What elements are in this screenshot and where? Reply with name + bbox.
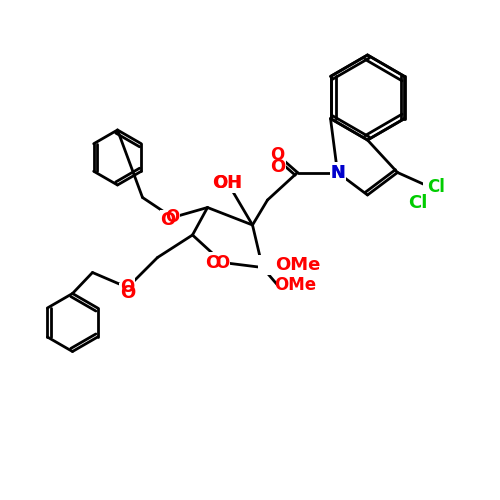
Text: O: O [270, 146, 284, 164]
Text: O: O [270, 158, 285, 176]
FancyBboxPatch shape [160, 210, 176, 230]
Text: O: O [205, 254, 220, 272]
Text: O: O [166, 208, 179, 226]
Text: N: N [330, 164, 344, 182]
FancyBboxPatch shape [258, 255, 292, 275]
FancyBboxPatch shape [165, 208, 180, 228]
Text: Cl: Cl [427, 178, 445, 196]
Text: O: O [120, 284, 135, 302]
FancyBboxPatch shape [215, 172, 240, 193]
Text: O: O [216, 254, 230, 272]
FancyBboxPatch shape [270, 158, 285, 178]
Text: OMe: OMe [275, 256, 320, 274]
FancyBboxPatch shape [120, 282, 136, 302]
Text: OMe: OMe [274, 276, 316, 294]
Text: Cl: Cl [408, 194, 427, 212]
Text: O: O [120, 278, 134, 296]
FancyBboxPatch shape [270, 145, 285, 165]
FancyBboxPatch shape [424, 178, 448, 198]
FancyBboxPatch shape [278, 275, 312, 295]
Text: OH: OH [212, 174, 242, 192]
FancyBboxPatch shape [330, 162, 345, 182]
Text: OH: OH [214, 174, 242, 192]
FancyBboxPatch shape [120, 278, 135, 297]
FancyBboxPatch shape [330, 162, 345, 182]
Text: O: O [160, 211, 175, 229]
FancyBboxPatch shape [204, 252, 220, 272]
FancyBboxPatch shape [215, 252, 230, 272]
FancyBboxPatch shape [215, 172, 240, 193]
Text: N: N [330, 164, 345, 182]
FancyBboxPatch shape [405, 192, 430, 212]
